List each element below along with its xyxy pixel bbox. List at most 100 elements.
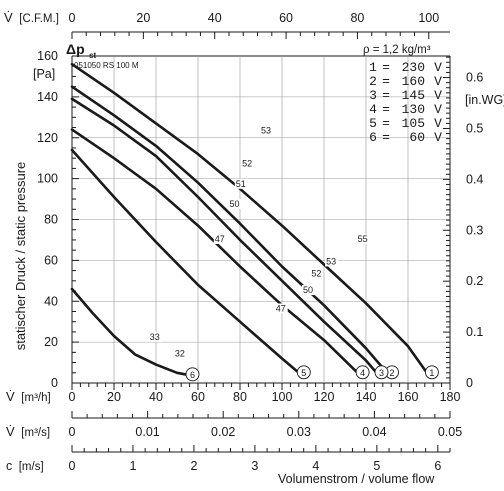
legend-num: 2 bbox=[369, 74, 377, 89]
curve-end-marker-1 bbox=[424, 365, 439, 380]
curve-annotation: 52 bbox=[311, 269, 321, 279]
curve-end-marker-3 bbox=[374, 365, 389, 380]
y-tick-label: 160 bbox=[37, 49, 58, 63]
legend-eq: = bbox=[382, 60, 390, 75]
top-axis-label: V̇ [C.F.M.] bbox=[4, 10, 59, 25]
x-tick-label: 80 bbox=[233, 390, 247, 404]
x-tick-label: 60 bbox=[191, 390, 205, 404]
axis3-tick-label: 5 bbox=[373, 459, 380, 473]
annotation-bg bbox=[310, 268, 324, 279]
legend-eq: = bbox=[382, 130, 390, 145]
axis3-tick-label: 2 bbox=[190, 459, 197, 473]
curve-1 bbox=[70, 62, 429, 375]
axis2-tick-label: 0 bbox=[69, 425, 76, 439]
y-tick-label: 20 bbox=[44, 335, 58, 349]
x-tick-label: 20 bbox=[107, 390, 121, 404]
annotation-bg bbox=[213, 233, 227, 244]
y-tick-label: 100 bbox=[37, 172, 58, 186]
x-tick-label: 140 bbox=[356, 390, 377, 404]
legend-voltage: 160 bbox=[402, 74, 425, 89]
legend-num: 4 bbox=[369, 102, 377, 117]
axis3-tick-label: 1 bbox=[129, 459, 136, 473]
top-tick-label: 0 bbox=[69, 11, 76, 25]
y2-unit-label: [in.WG] bbox=[465, 93, 504, 107]
top-tick-label: 20 bbox=[136, 11, 150, 25]
curve-end-marker-5 bbox=[296, 365, 311, 380]
model-label: 051050 RS 100 M bbox=[74, 61, 139, 70]
density-label: ρ = 1,2 kg/m³ bbox=[363, 44, 431, 56]
x-axis-title: Volumenstrom / volume flow bbox=[278, 472, 435, 486]
axis2-tick-label: 0.01 bbox=[135, 425, 159, 439]
x-tick-label: 100 bbox=[272, 390, 293, 404]
curve-annotation: 53 bbox=[261, 126, 271, 136]
y2-tick-label: 0 bbox=[466, 376, 473, 390]
legend-voltage: 105 bbox=[402, 116, 425, 131]
axis3-tick-label: 4 bbox=[312, 459, 319, 473]
grid-layer bbox=[72, 56, 450, 383]
axis2-tick-label: 0.02 bbox=[211, 425, 235, 439]
top-tick-label: 40 bbox=[208, 11, 222, 25]
y-tick-label: 120 bbox=[37, 131, 58, 145]
legend-voltage: 130 bbox=[402, 102, 425, 117]
curve-2 bbox=[70, 85, 389, 375]
curve-annotation: 52 bbox=[242, 158, 252, 168]
y-axis-title: statischer Druck / static pressure bbox=[13, 162, 28, 351]
legend-num: 6 bbox=[369, 130, 377, 145]
x-tick-label: 120 bbox=[314, 390, 335, 404]
legend-num: 1 bbox=[369, 60, 377, 75]
annotation-bg bbox=[228, 199, 242, 210]
legend-eq: = bbox=[382, 102, 390, 117]
axis3-tick-label: 0 bbox=[69, 459, 76, 473]
y2-tick-label: 0.5 bbox=[466, 121, 483, 135]
annotation-bg bbox=[302, 285, 315, 296]
curve-end-label-1: 1 bbox=[429, 368, 434, 378]
curve-end-label-6: 6 bbox=[190, 370, 195, 380]
curve-end-label-3: 3 bbox=[379, 368, 384, 378]
legend-eq: = bbox=[382, 88, 390, 103]
top-tick-label: 100 bbox=[418, 11, 439, 25]
legend-eq: = bbox=[382, 116, 390, 131]
y-tick-label: 40 bbox=[44, 294, 58, 308]
curve-annotation: 50 bbox=[230, 199, 240, 209]
annotation-bg bbox=[260, 125, 273, 136]
axis3-label: c [m/s] bbox=[6, 459, 44, 473]
legend-unit: V bbox=[434, 74, 442, 89]
legend-num: 3 bbox=[369, 88, 377, 103]
annotation-bg bbox=[234, 178, 248, 189]
curve-annotation: 55 bbox=[358, 234, 368, 244]
curve-annotation: 33 bbox=[150, 332, 160, 342]
top-tick-label: 80 bbox=[350, 11, 364, 25]
legend-voltage: 60 bbox=[409, 130, 425, 145]
curve-5 bbox=[70, 148, 301, 375]
annotation-bg bbox=[148, 332, 162, 343]
legend-unit: V bbox=[434, 102, 442, 117]
x-tick-label: 40 bbox=[149, 390, 163, 404]
y-tick-label: 0 bbox=[51, 376, 58, 390]
y-unit-label: [Pa] bbox=[33, 67, 55, 81]
curve-annotation: 51 bbox=[236, 179, 246, 189]
x-tick-label: 0 bbox=[69, 390, 76, 404]
y2-tick-label: 0.3 bbox=[466, 223, 483, 237]
legend-unit: V bbox=[434, 130, 442, 145]
annotation-bg bbox=[241, 158, 255, 169]
y2-tick-label: 0.6 bbox=[466, 71, 483, 85]
curve-3 bbox=[70, 97, 378, 375]
legend-unit: V bbox=[434, 60, 442, 75]
curve-end-marker-4 bbox=[355, 365, 370, 380]
axis3-tick-label: 3 bbox=[251, 459, 258, 473]
curve-6 bbox=[70, 287, 189, 377]
top-tick-label: 60 bbox=[279, 11, 293, 25]
legend-panel bbox=[360, 58, 448, 144]
legend-voltage: 145 bbox=[402, 88, 425, 103]
curve-annotation: 47 bbox=[276, 303, 286, 313]
legend-unit: V bbox=[434, 116, 442, 131]
curve-end-marker-6 bbox=[185, 367, 200, 382]
dp-label: Δp st bbox=[66, 41, 97, 60]
annotation-bg bbox=[325, 256, 339, 267]
curve-end-label-5: 5 bbox=[301, 368, 306, 378]
curve-end-label-4: 4 bbox=[360, 368, 365, 378]
axis2-tick-label: 0.05 bbox=[438, 425, 462, 439]
tick-layer bbox=[71, 32, 451, 452]
annotation-bg bbox=[173, 348, 187, 359]
